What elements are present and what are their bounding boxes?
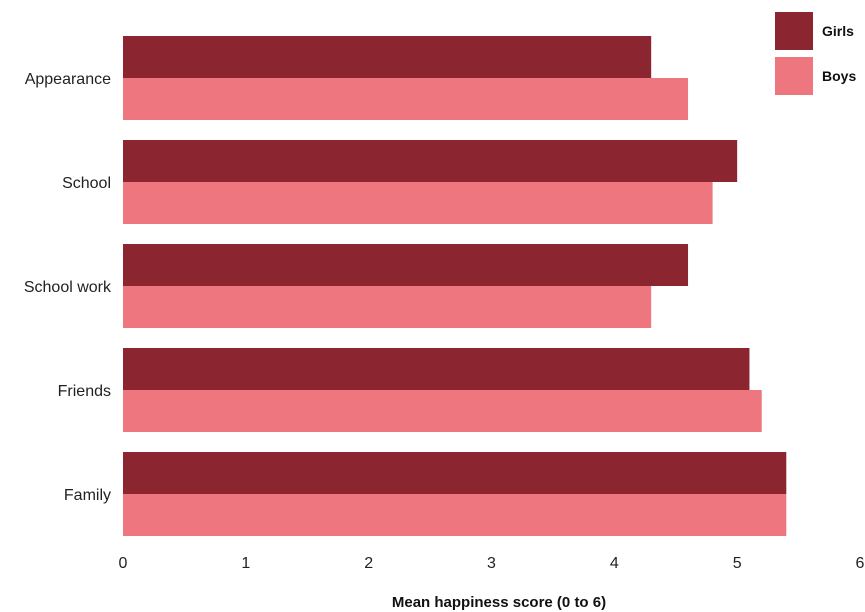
- category-label: Family: [64, 487, 111, 504]
- category-label: Appearance: [25, 71, 111, 88]
- x-tick-label: 4: [610, 555, 619, 572]
- x-tick-label: 0: [119, 555, 128, 572]
- x-tick-label: 5: [733, 555, 742, 572]
- x-tick-label: 6: [856, 555, 865, 572]
- x-axis-title: Mean happiness score (0 to 6): [392, 594, 606, 611]
- category-label: School work: [24, 279, 112, 296]
- legend: Girls Boys: [775, 12, 856, 95]
- bar-girls-friends: [123, 348, 750, 390]
- category-label: Friends: [58, 383, 111, 400]
- bar-girls-family: [123, 452, 787, 494]
- legend-label-girls: Girls: [822, 23, 854, 39]
- bar-girls-school-work: [123, 244, 689, 286]
- legend-label-boys: Boys: [822, 68, 856, 84]
- bar-boys-friends: [123, 390, 762, 432]
- bar-girls-school: [123, 140, 738, 182]
- x-tick-label: 3: [487, 555, 496, 572]
- bar-boys-school-work: [123, 286, 652, 328]
- legend-swatch-boys: [775, 57, 813, 95]
- bar-boys-appearance: [123, 78, 689, 120]
- bar-boys-school: [123, 182, 713, 224]
- bar-boys-family: [123, 494, 787, 536]
- bars-group: [123, 36, 787, 536]
- x-tick-label: 1: [241, 555, 250, 572]
- category-label: School: [62, 175, 111, 192]
- x-tick-label: 2: [364, 555, 373, 572]
- bar-girls-appearance: [123, 36, 652, 78]
- category-labels: Appearance School School work Friends Family: [24, 71, 112, 504]
- legend-swatch-girls: [775, 12, 813, 50]
- x-tick-labels: 0 1 2 3 4 5 6: [119, 555, 865, 572]
